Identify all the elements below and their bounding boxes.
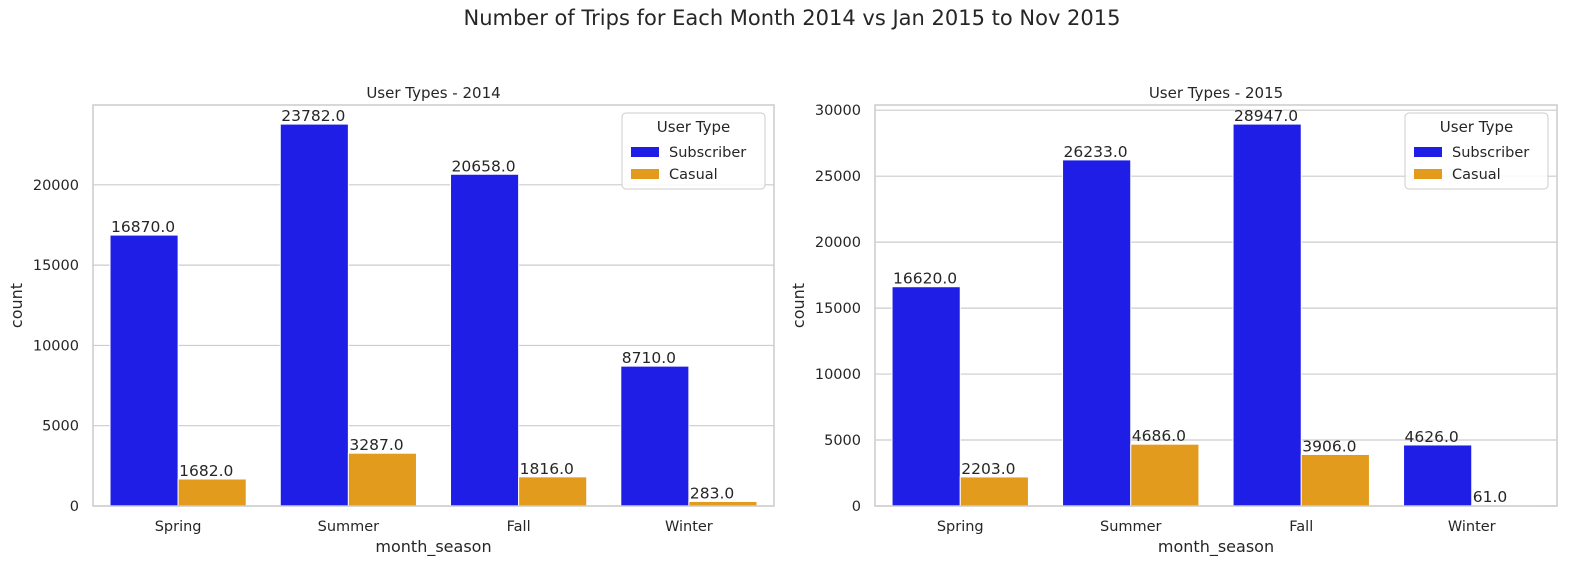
x-axis-label: month_season	[375, 537, 491, 557]
bar-subscriber	[891, 286, 961, 507]
bar-value-label: 2203.0	[961, 460, 1015, 478]
legend-swatch-subscriber	[631, 147, 659, 157]
axes-frame	[92, 104, 775, 507]
bar-casual	[1300, 453, 1370, 507]
legend-swatch-casual	[631, 169, 659, 179]
bar-value-label: 283.0	[690, 484, 734, 502]
figure-suptitle: Number of Trips for Each Month 2014 vs J…	[463, 6, 1121, 30]
y-tick-label: 15000	[815, 301, 861, 317]
x-tick-label: Summer	[318, 519, 380, 535]
legend: User Type Subscriber Casual	[621, 112, 766, 190]
bar-casual	[518, 476, 588, 507]
subplot-title: User Types - 2014	[366, 84, 500, 102]
legend-entry-casual: Casual	[669, 167, 718, 183]
bar-value-label: 26233.0	[1064, 143, 1128, 161]
bar-subscriber	[1062, 159, 1132, 507]
bar-subscriber	[1232, 123, 1302, 507]
legend-swatch-casual	[1414, 169, 1442, 179]
x-tick-label: Fall	[507, 519, 531, 535]
bar-casual	[347, 452, 417, 507]
y-tick-label: 25000	[815, 169, 861, 185]
y-tick-label: 30000	[815, 103, 861, 119]
y-axis-label: count	[789, 283, 808, 328]
axes-frame	[874, 104, 1558, 507]
subplot-2: 0 5000 10000 15000 20000 25000 30000 16620.0 262…	[789, 84, 1558, 557]
y-tick-label: 20000	[33, 178, 79, 194]
x-tick-label: Spring	[155, 519, 202, 535]
subplot-1: 0 5000 10000 15000 20000 16870.0 23782.0 20658.…	[7, 84, 775, 557]
bar-value-label: 8710.0	[622, 349, 676, 367]
bar-subscriber	[450, 173, 520, 507]
bar-value-label: 1816.0	[520, 460, 574, 478]
bar-value-label: 3287.0	[349, 436, 403, 454]
y-tick-label: 0	[852, 499, 861, 515]
legend-title: User Type	[1440, 118, 1513, 136]
legend-title: User Type	[657, 118, 730, 136]
bar-casual	[177, 478, 247, 507]
y-tick-label: 15000	[33, 258, 79, 274]
bar-value-label: 16620.0	[893, 270, 957, 288]
y-axis-label: count	[7, 283, 26, 328]
bar-value-label: 61.0	[1473, 488, 1508, 506]
bar-value-label: 28947.0	[1234, 107, 1298, 125]
bar-value-label: 20658.0	[452, 157, 516, 175]
x-tick-label: Spring	[937, 519, 984, 535]
bar-value-label: 3906.0	[1302, 437, 1356, 455]
y-tick-label: 0	[70, 499, 79, 515]
legend-entry-subscriber: Subscriber	[669, 145, 746, 161]
bar-value-label: 23782.0	[281, 107, 345, 125]
y-tick-label: 10000	[815, 367, 861, 383]
x-tick-label: Winter	[665, 519, 713, 535]
y-tick-label: 10000	[33, 338, 79, 354]
legend-entry-casual: Casual	[1452, 167, 1501, 183]
legend: User Type Subscriber Casual	[1404, 112, 1549, 190]
y-tick-label: 5000	[824, 433, 861, 449]
y-tick-label: 20000	[815, 235, 861, 251]
x-tick-label: Fall	[1289, 519, 1313, 535]
bar-subscriber	[279, 123, 349, 507]
y-tick-label: 5000	[42, 419, 79, 435]
bar-casual	[1130, 443, 1200, 507]
bar-subscriber	[620, 365, 690, 507]
x-tick-label: Winter	[1448, 519, 1496, 535]
bar-value-label: 4686.0	[1132, 427, 1186, 445]
bar-casual	[959, 476, 1029, 507]
legend-swatch-subscriber	[1414, 147, 1442, 157]
bar-value-label: 4626.0	[1405, 428, 1459, 446]
bar-value-label: 1682.0	[179, 462, 233, 480]
subplot-title: User Types - 2015	[1149, 84, 1283, 102]
bar-subscriber	[1403, 444, 1473, 507]
bar-subscriber	[109, 234, 179, 507]
legend-entry-subscriber: Subscriber	[1452, 145, 1529, 161]
x-tick-label: Summer	[1100, 519, 1162, 535]
x-axis-label: month_season	[1158, 537, 1274, 557]
bar-value-label: 16870.0	[111, 218, 175, 236]
